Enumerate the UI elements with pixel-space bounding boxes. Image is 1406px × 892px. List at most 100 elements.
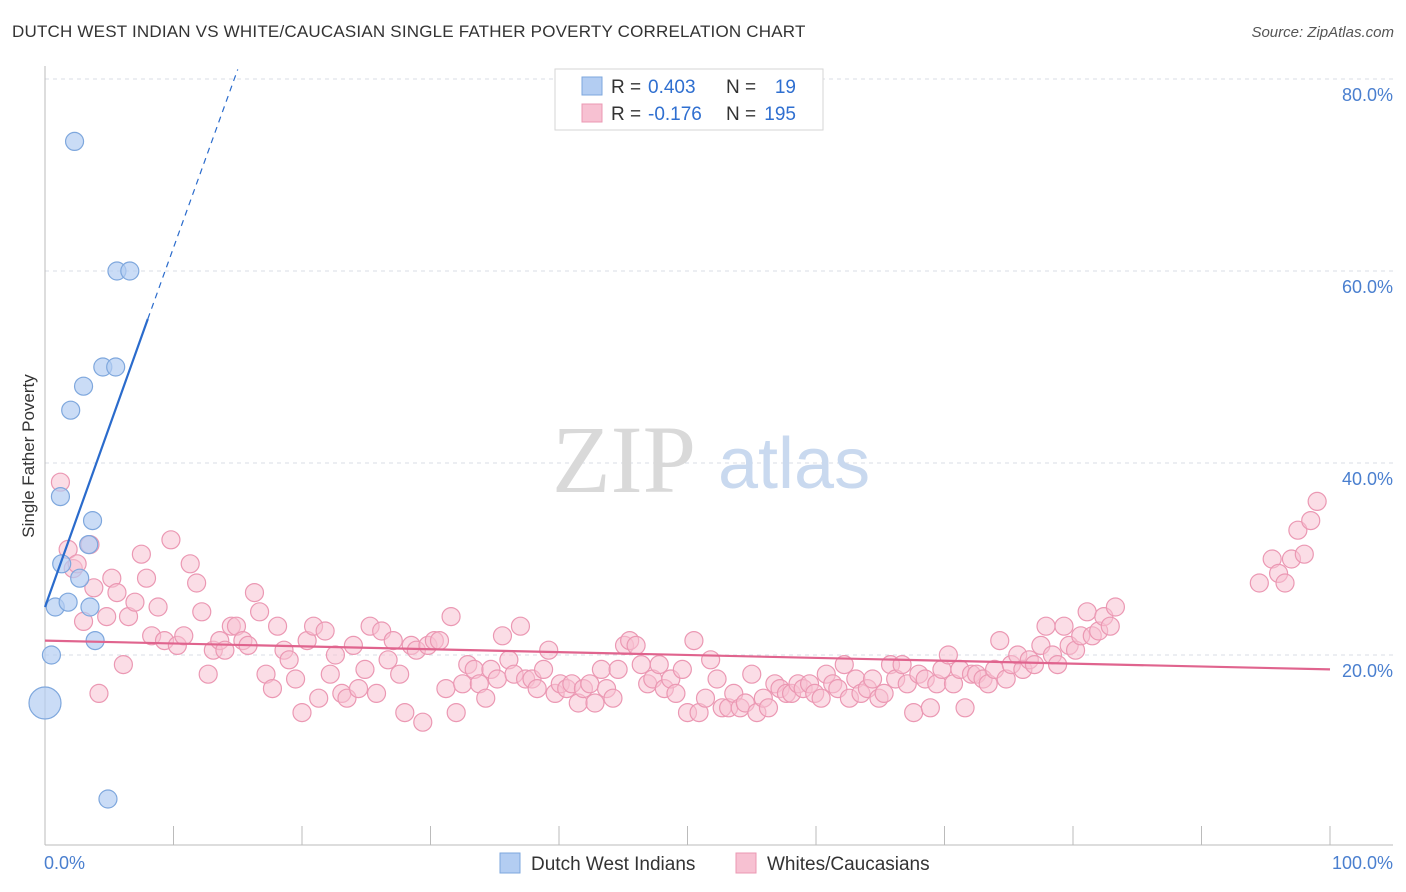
grid-lines [45, 78, 1393, 656]
legend-n-label-pink: N = [726, 104, 756, 125]
stats-legend: R = 0.403 N = 19 R = -0.176 N = 195 [554, 68, 824, 131]
legend-r-label-pink: R = [611, 104, 641, 125]
pink-point-107 [672, 659, 692, 680]
pink-point-186 [1275, 573, 1295, 593]
watermark-zip: ZIP [552, 406, 696, 513]
pink-point-24 [192, 602, 212, 622]
pink-trend-line [44, 639, 1331, 671]
pink-point-96 [608, 659, 628, 680]
pink-point-21 [174, 626, 194, 646]
pink-point-10 [107, 582, 127, 603]
pink-point-22 [180, 554, 200, 574]
pink-point-93 [591, 659, 612, 680]
legend-n-value-blue: 19 [775, 77, 796, 98]
pink-point-100 [631, 654, 651, 675]
pink-point-65 [429, 630, 450, 651]
series-legend-label-pink: Whites/Caucasians [767, 854, 930, 875]
pink-point-162 [990, 630, 1010, 651]
legend-r-value-blue: 0.403 [648, 77, 696, 98]
pink-point-50 [343, 635, 363, 656]
chart-title: DUTCH WEST INDIAN VS WHITE/CAUCASIAN SIN… [12, 22, 806, 41]
pink-point-173 [1054, 616, 1074, 636]
watermark: ZIP atlas [552, 406, 870, 513]
legend-r-label-blue: R = [611, 77, 641, 98]
pink-point-46 [320, 664, 340, 684]
pink-point-91 [580, 674, 600, 694]
blue-point-7 [64, 131, 85, 151]
blue-point-1 [41, 645, 62, 665]
x-max-label: 100.0% [1332, 853, 1393, 873]
series-legend-swatch-pink [735, 852, 757, 874]
pink-point-36 [262, 678, 283, 699]
pink-point-79 [510, 616, 531, 636]
pink-point-112 [701, 650, 721, 670]
pink-point-153 [938, 645, 958, 665]
pink-point-99 [626, 635, 646, 656]
pink-point-76 [492, 626, 513, 646]
pink-point-54 [366, 683, 387, 704]
pink-point-25 [198, 664, 218, 684]
pink-point-181 [1100, 616, 1120, 636]
pink-point-69 [453, 674, 473, 694]
legend-n-label-blue: N = [726, 77, 756, 98]
pink-point-67 [441, 606, 461, 627]
pink-point-177 [1077, 602, 1097, 622]
pink-point-140 [862, 669, 883, 689]
pink-point-122 [758, 698, 779, 718]
legend-r-value-pink: -0.176 [648, 104, 702, 125]
blue-point-10 [80, 597, 100, 617]
pink-point-106 [666, 683, 686, 704]
pink-point-170 [1036, 616, 1056, 636]
pink-point-172 [1047, 654, 1068, 675]
pink-point-6 [84, 578, 104, 598]
pink-point-82 [527, 678, 547, 699]
series-legend-swatch-blue [499, 852, 521, 874]
pink-point-52 [355, 659, 375, 680]
pink-point-7 [89, 683, 109, 704]
pink-point-113 [707, 669, 727, 689]
pink-point-13 [125, 592, 145, 612]
pink-point-41 [292, 702, 312, 723]
blue-point-11 [82, 510, 103, 531]
pink-point-142 [874, 683, 894, 704]
pink-point-83 [533, 659, 554, 680]
series-legend: Dutch West Indians Whites/Caucasians [499, 852, 930, 875]
y-axis-title: Single Father Poverty [19, 374, 38, 538]
series-legend-label-blue: Dutch West Indians [531, 854, 695, 875]
pink-point-39 [279, 650, 299, 670]
y-tick-labels: 20.0% 40.0% 60.0% 80.0% [1342, 85, 1393, 681]
pink-point-59 [395, 702, 415, 723]
pink-point-40 [285, 669, 306, 689]
pink-point-66 [436, 678, 456, 699]
pink-point-92 [585, 693, 605, 713]
pink-point-17 [148, 597, 168, 617]
pink-point-23 [187, 573, 207, 593]
y-tick-label-20: 20.0% [1342, 661, 1393, 681]
pink-point-73 [476, 688, 496, 708]
pink-point-51 [348, 678, 369, 699]
watermark-atlas: atlas [718, 424, 870, 504]
blue-point-8 [70, 568, 90, 588]
pink-point-147 [904, 702, 924, 723]
pink-point-84 [539, 640, 559, 660]
pink-point-14 [131, 544, 151, 564]
y-tick-label-40: 40.0% [1342, 469, 1393, 489]
pink-point-15 [136, 568, 157, 588]
pink-point-183 [1249, 573, 1269, 593]
pink-point-145 [892, 654, 912, 675]
pink-point-150 [920, 698, 940, 718]
pink-point-191 [1307, 491, 1327, 511]
pink-point-103 [649, 654, 669, 675]
legend-n-value-pink: 195 [764, 104, 796, 125]
pink-point-131 [811, 688, 831, 708]
dutch-west-indians-points [28, 131, 140, 809]
pink-point-44 [309, 688, 329, 708]
pink-point-111 [695, 688, 716, 708]
trend-lines [43, 69, 1331, 671]
pink-point-62 [413, 712, 433, 732]
blue-trend-extension [147, 69, 239, 320]
blue-point-9 [73, 376, 94, 396]
legend-swatch-blue [581, 76, 603, 96]
pink-point-168 [1024, 654, 1045, 675]
